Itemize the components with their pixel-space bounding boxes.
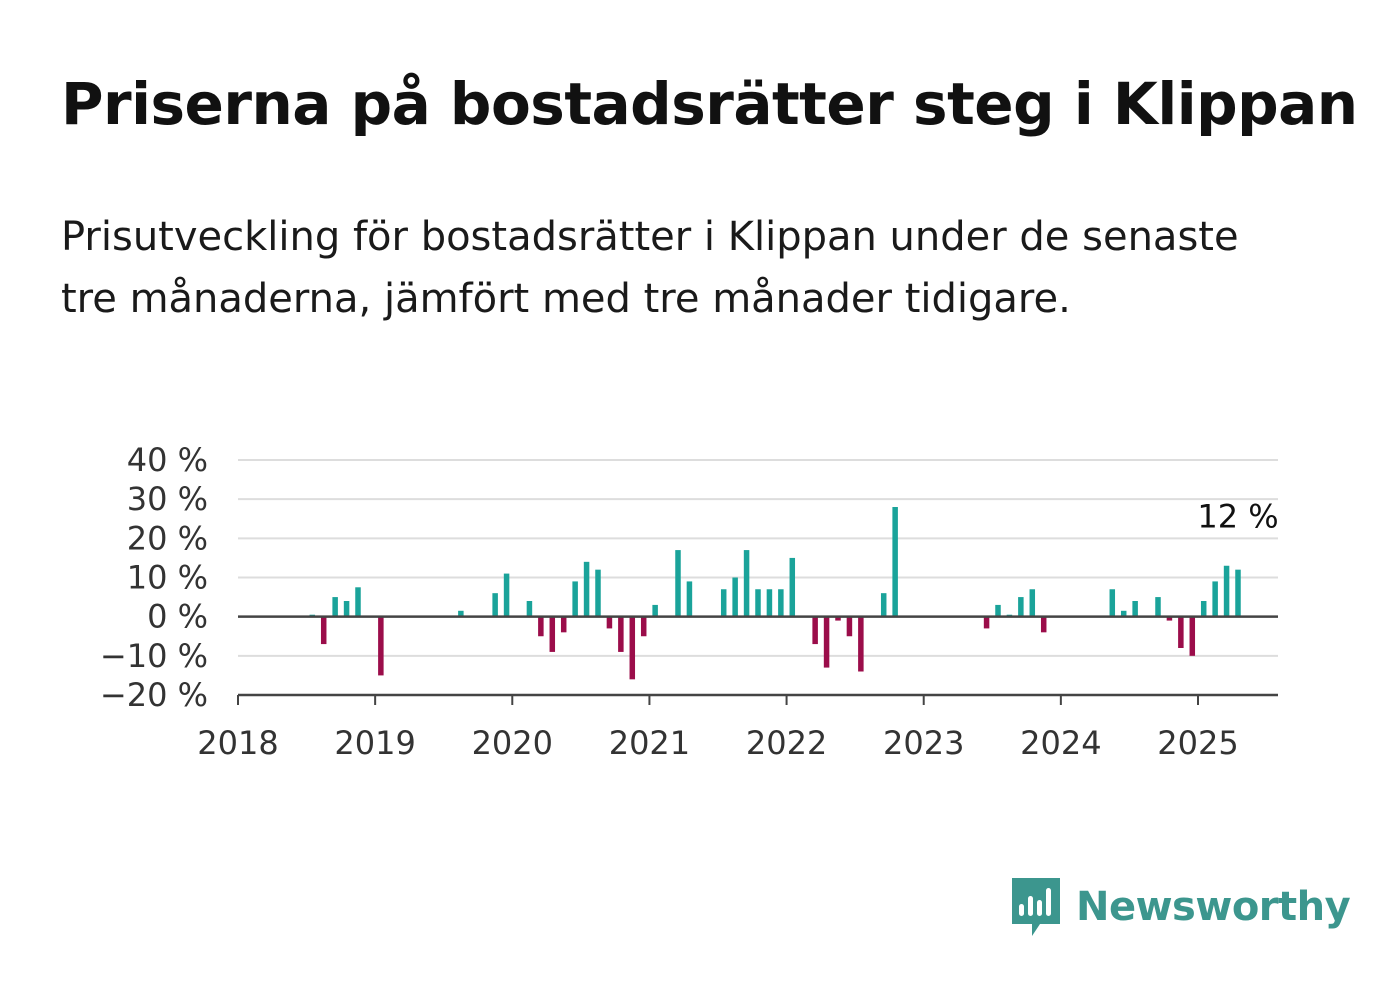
bar xyxy=(995,604,1001,617)
bar xyxy=(1166,616,1173,621)
bar xyxy=(640,616,647,637)
chart-title: Priserna på bostadsrätter steg i Klippan xyxy=(61,70,1358,138)
y-tick-label: 20 % xyxy=(127,519,208,557)
bar xyxy=(846,616,853,637)
bar xyxy=(835,616,841,621)
bar xyxy=(1212,581,1218,617)
bar xyxy=(549,616,556,652)
bar xyxy=(1018,597,1024,617)
bar xyxy=(332,597,338,617)
bar xyxy=(343,601,350,617)
bar xyxy=(652,604,658,617)
newsworthy-chart-logo-icon xyxy=(1012,878,1060,936)
bar xyxy=(732,577,738,617)
bar xyxy=(526,601,533,617)
bar-chart: 40 %30 %20 %10 %0 %−10 %−20 % 2018 2019 20… xyxy=(100,441,1279,762)
bar xyxy=(583,561,590,617)
bar xyxy=(743,550,750,617)
bar xyxy=(458,610,464,617)
bar xyxy=(1223,565,1230,617)
brand-name: Newsworthy xyxy=(1076,884,1351,930)
y-tick-label: 40 % xyxy=(127,441,208,479)
bar xyxy=(720,589,727,617)
newsworthy-logo: Newsworthy xyxy=(1010,876,1351,938)
axes xyxy=(237,615,1278,705)
bar xyxy=(1040,616,1047,633)
y-tick-label: −20 % xyxy=(100,676,208,714)
bar xyxy=(812,616,818,645)
bar xyxy=(618,616,624,652)
x-tick-label: 2022 xyxy=(746,724,827,762)
bar xyxy=(503,573,510,617)
bar xyxy=(686,581,693,617)
y-axis-tick-labels: 40 %30 %20 %10 %0 %−10 %−20 % xyxy=(100,441,208,714)
chart-subtitle: Prisutveckling för bostadsrätter i Klipp… xyxy=(61,214,1239,322)
bar xyxy=(629,616,636,680)
bar xyxy=(1200,601,1207,617)
annotations: 12 % xyxy=(1197,498,1278,536)
bar xyxy=(1189,616,1196,656)
bar xyxy=(880,593,887,617)
latest-value-label: 12 % xyxy=(1197,498,1278,536)
bar xyxy=(572,581,578,617)
bars xyxy=(309,507,1241,680)
bar xyxy=(858,616,864,672)
x-tick-label: 2018 xyxy=(197,724,278,762)
bar xyxy=(789,557,796,617)
bar xyxy=(595,569,601,617)
bar xyxy=(778,589,784,617)
bar xyxy=(755,589,761,617)
bar xyxy=(675,550,681,617)
x-tick-label: 2025 xyxy=(1157,724,1238,762)
bar xyxy=(378,616,384,676)
bar xyxy=(560,616,567,633)
x-tick-label: 2024 xyxy=(1020,724,1101,762)
x-tick-label: 2019 xyxy=(334,724,415,762)
bar xyxy=(766,589,773,617)
bar xyxy=(1120,610,1127,617)
x-axis-tick-labels: 2018 2019 2020 2021 2022 2023 2024 2025 xyxy=(197,724,1238,762)
bar xyxy=(320,616,327,645)
bar xyxy=(1029,589,1036,617)
bar xyxy=(1235,569,1241,617)
x-tick-label: 2021 xyxy=(609,724,690,762)
y-tick-label: −10 % xyxy=(100,637,208,675)
bar xyxy=(1178,616,1184,648)
x-tick-label: 2023 xyxy=(883,724,964,762)
bar xyxy=(1132,601,1138,617)
bar xyxy=(1155,597,1161,617)
bar xyxy=(983,616,990,629)
bar xyxy=(538,616,544,637)
grid-lines xyxy=(238,459,1278,657)
y-tick-label: 0 % xyxy=(147,598,208,636)
bar xyxy=(492,593,498,617)
x-tick-label: 2020 xyxy=(472,724,553,762)
bar xyxy=(892,507,898,617)
bar xyxy=(823,616,830,668)
y-tick-label: 10 % xyxy=(127,559,208,597)
y-tick-label: 30 % xyxy=(127,480,208,518)
bar xyxy=(1109,589,1116,617)
bar xyxy=(606,616,613,629)
bar xyxy=(355,587,361,617)
